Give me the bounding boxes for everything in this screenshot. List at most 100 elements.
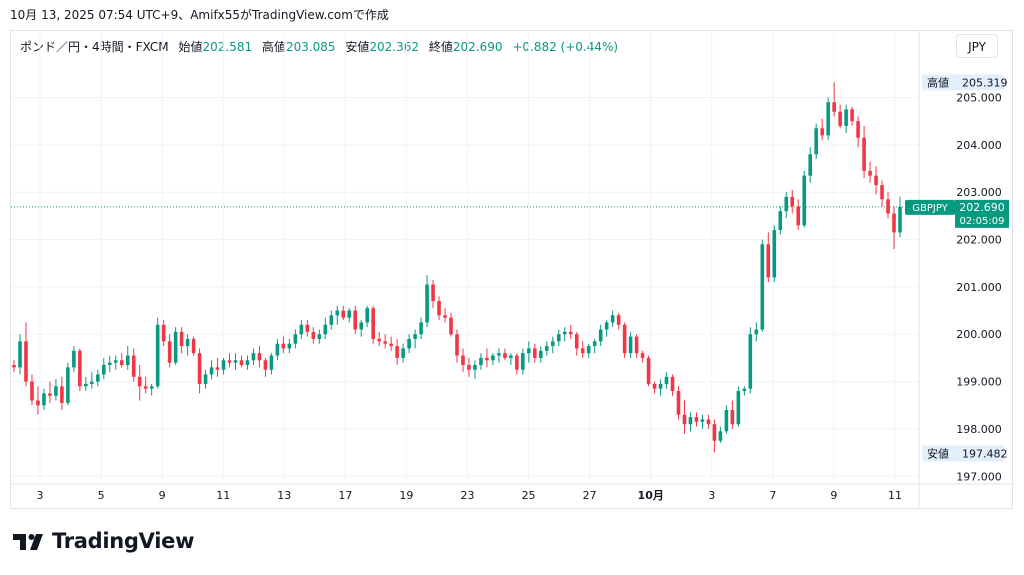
candle-body [431, 284, 435, 302]
candle-body [533, 348, 537, 358]
candle-body [700, 419, 705, 422]
price-tick-label: 197.000 [956, 470, 1002, 483]
time-tick-label: 23 [461, 489, 475, 502]
close-label: 終値 [428, 40, 453, 54]
candle-body [568, 331, 573, 335]
price-tick-label: 200.000 [956, 328, 1002, 341]
time-tick-label: 3 [708, 489, 715, 502]
candle-body [365, 308, 369, 323]
tradingview-logo-icon [13, 534, 43, 550]
candle-body [778, 211, 783, 231]
time-tick-label: 27 [583, 489, 597, 502]
candle-body [383, 341, 387, 344]
candle-body [221, 360, 226, 370]
candle-body [580, 348, 585, 354]
candle-body [197, 353, 202, 384]
chart-caption: 10月 13, 2025 07:54 UTC+9、Amifx55がTrading… [10, 8, 389, 22]
candle-body [832, 102, 836, 112]
candle-body [610, 315, 615, 323]
time-tick-label: 10月 [638, 489, 664, 502]
candle-body [311, 331, 316, 339]
candle-body [604, 322, 609, 330]
candle-body [155, 324, 160, 387]
price-tick-label: 202.000 [956, 234, 1002, 247]
candle-body [125, 355, 130, 366]
candle-body [706, 419, 711, 425]
candle-body [664, 376, 669, 384]
candle-body [826, 102, 830, 136]
candle-body [329, 315, 334, 325]
time-tick-label: 13 [277, 489, 291, 502]
candle-body [724, 409, 729, 432]
candle-body [712, 424, 717, 441]
symbol-label[interactable]: ポンド／円・4時間・FXCM [20, 40, 169, 54]
candle-body [539, 350, 543, 358]
candle-body [245, 360, 250, 366]
last-price-tag-bg [955, 199, 1009, 228]
candle-body [856, 121, 860, 138]
candle-body [497, 353, 501, 356]
candle-body [479, 357, 483, 366]
candle-body [96, 374, 100, 382]
candle-body [509, 355, 513, 358]
candle-body [251, 353, 256, 361]
candle-body [18, 341, 22, 368]
candle-body [293, 334, 298, 344]
candle-body [233, 360, 238, 363]
candle-body [503, 353, 507, 358]
high-marker-label: 高値 [927, 75, 949, 89]
candle-body [844, 109, 848, 126]
price-tick-label: 198.000 [956, 423, 1002, 436]
candle-body [748, 334, 753, 389]
high-marker-value: 205.319 [962, 76, 1008, 89]
low-label: 安値 [345, 40, 370, 54]
candle-body [658, 383, 663, 389]
candle-body [640, 353, 645, 358]
candle-body [90, 381, 94, 384]
candle-body [736, 391, 741, 425]
candle-body [24, 341, 28, 382]
time-tick-label: 11 [216, 489, 230, 502]
candle-body [485, 357, 489, 361]
candle-body [754, 329, 759, 335]
candle-body [131, 355, 136, 377]
candle-body [814, 128, 818, 155]
low-marker-value: 197.482 [962, 447, 1008, 460]
time-tick-label: 17 [338, 489, 352, 502]
candle-body [646, 357, 651, 384]
candle-body [550, 341, 555, 347]
candle-body [682, 414, 687, 425]
candle-body [113, 360, 118, 363]
candle-body [628, 336, 633, 354]
time-tick-label: 3 [37, 489, 44, 502]
candle-body [598, 329, 603, 342]
candle-body [78, 350, 82, 387]
candle-body [149, 386, 154, 389]
low-marker-bg [922, 445, 1004, 462]
candle-body [54, 386, 58, 396]
candle-body [592, 341, 597, 347]
candle-body [269, 355, 274, 370]
tradingview-wordmark: TradingView [52, 529, 195, 553]
candle-body [473, 365, 477, 370]
candle-body [796, 206, 801, 226]
open-label: 始値 [178, 40, 203, 54]
candle-body [30, 381, 34, 401]
candle-body [556, 334, 561, 342]
time-tick-label: 7 [769, 489, 776, 502]
candle-body [413, 334, 417, 339]
candle-body [574, 334, 579, 349]
candle-body [545, 346, 549, 351]
candle-body [898, 206, 902, 233]
candle-body [209, 367, 214, 375]
currency-button[interactable]: JPY [956, 34, 998, 58]
candle-body [443, 315, 447, 318]
candle-body [521, 353, 525, 370]
time-tick-label: 11 [888, 489, 902, 502]
candle-body [874, 175, 878, 186]
candle-body [161, 324, 166, 342]
candle-body [353, 310, 358, 330]
candle-body [419, 322, 423, 335]
candle-body [688, 417, 693, 425]
